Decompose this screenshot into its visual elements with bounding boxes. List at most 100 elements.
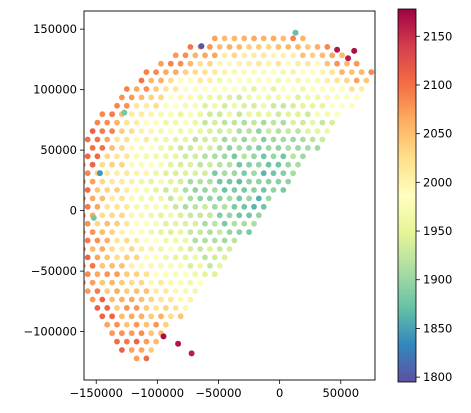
scatter-point-outlier xyxy=(334,46,341,53)
scatter-point xyxy=(207,128,213,135)
scatter-point xyxy=(290,35,296,42)
scatter-point xyxy=(143,136,150,143)
scatter-point xyxy=(119,128,125,135)
scatter-point xyxy=(84,162,86,168)
scatter-point xyxy=(187,60,194,67)
scatter-point xyxy=(172,136,179,143)
scatter-point xyxy=(295,145,301,151)
scatter-point xyxy=(182,86,189,92)
scatter-point xyxy=(344,60,350,67)
scatter-point xyxy=(123,237,130,244)
scatter-point xyxy=(104,305,111,311)
scatter-point xyxy=(251,52,257,59)
scatter-point xyxy=(123,136,130,143)
scatter-point xyxy=(265,195,272,202)
scatter-point xyxy=(133,136,140,143)
scatter-point xyxy=(216,178,223,185)
scatter-point xyxy=(75,170,81,176)
scatter-point xyxy=(128,128,135,135)
scatter-point xyxy=(182,153,189,160)
scatter-point xyxy=(177,161,184,168)
scatter-point xyxy=(153,136,160,143)
scatter-point xyxy=(172,254,179,261)
scatter-point xyxy=(309,136,316,143)
scatter-point xyxy=(89,161,96,168)
scatter-point xyxy=(119,229,125,236)
scatter-point xyxy=(148,347,155,353)
scatter-point xyxy=(314,145,321,151)
scatter-point xyxy=(324,44,331,50)
scatter-point xyxy=(138,128,145,135)
colorbar-tick-label: 1900 xyxy=(423,273,452,287)
scatter-point xyxy=(255,44,262,50)
colorbar-axis: 1800 1850 1900 1950 2000 2050 2100 2150 xyxy=(416,29,452,384)
scatter-point xyxy=(187,229,194,236)
scatter-point xyxy=(138,330,145,337)
x-tick-label: −100000 xyxy=(131,386,185,400)
scatter-point xyxy=(314,60,321,67)
scatter-point xyxy=(99,145,106,151)
scatter-point xyxy=(153,254,160,261)
scatter-point xyxy=(221,254,228,261)
scatter-point xyxy=(319,102,326,109)
scatter-point xyxy=(153,187,160,193)
scatter-point xyxy=(236,94,243,101)
scatter-point xyxy=(251,35,257,42)
scatter-point xyxy=(123,321,130,328)
scatter-point xyxy=(280,153,287,160)
scatter-point xyxy=(177,229,184,236)
scatter-point xyxy=(319,86,326,92)
scatter-point xyxy=(89,296,96,303)
scatter-point xyxy=(216,229,223,236)
scatter-point xyxy=(353,60,360,67)
scatter-point xyxy=(241,86,248,92)
scatter-point xyxy=(211,254,218,261)
scatter-point xyxy=(329,69,336,75)
scatter-point xyxy=(280,136,287,143)
scatter-point xyxy=(260,170,267,177)
scatter-point xyxy=(290,102,296,109)
scatter-point xyxy=(236,229,243,236)
scatter-point xyxy=(167,77,174,84)
colorbar-tick-label: 1800 xyxy=(423,370,452,384)
scatter-point xyxy=(114,271,120,278)
scatter-point xyxy=(241,102,248,109)
scatter-point xyxy=(226,161,233,168)
scatter-point xyxy=(236,212,243,219)
scatter-point xyxy=(89,279,96,286)
scatter-point xyxy=(158,145,164,151)
scatter-point xyxy=(114,321,120,328)
scatter-point xyxy=(148,330,155,337)
scatter-point xyxy=(207,262,213,269)
scatter-point xyxy=(119,94,125,101)
scatter-point xyxy=(202,69,208,75)
scatter-point xyxy=(114,220,120,227)
scatter-point xyxy=(75,221,81,227)
scatter-point xyxy=(163,271,169,278)
scatter-point xyxy=(182,102,189,109)
x-tick-label: 0 xyxy=(276,386,283,400)
scatter-point xyxy=(182,254,189,261)
scatter-point xyxy=(197,195,204,202)
scatter-point xyxy=(211,86,218,92)
scatter-point xyxy=(231,237,238,244)
scatter-point xyxy=(94,136,101,143)
scatter-point xyxy=(216,212,223,219)
scatter-point xyxy=(241,187,248,193)
scatter-point xyxy=(221,35,228,42)
scatter-point xyxy=(123,170,130,177)
scatter-point xyxy=(133,86,140,92)
scatter-point xyxy=(133,102,140,109)
scatter-point xyxy=(167,313,174,320)
scatter-point xyxy=(207,178,213,185)
scatter-point xyxy=(177,94,184,101)
scatter-point xyxy=(207,111,213,118)
scatter-point xyxy=(241,69,248,75)
scatter-point xyxy=(216,195,223,202)
scatter-point xyxy=(265,77,272,84)
scatter-point xyxy=(231,52,238,59)
scatter-point xyxy=(275,145,282,151)
scatter-point xyxy=(128,94,135,101)
scatter-point xyxy=(207,161,213,168)
